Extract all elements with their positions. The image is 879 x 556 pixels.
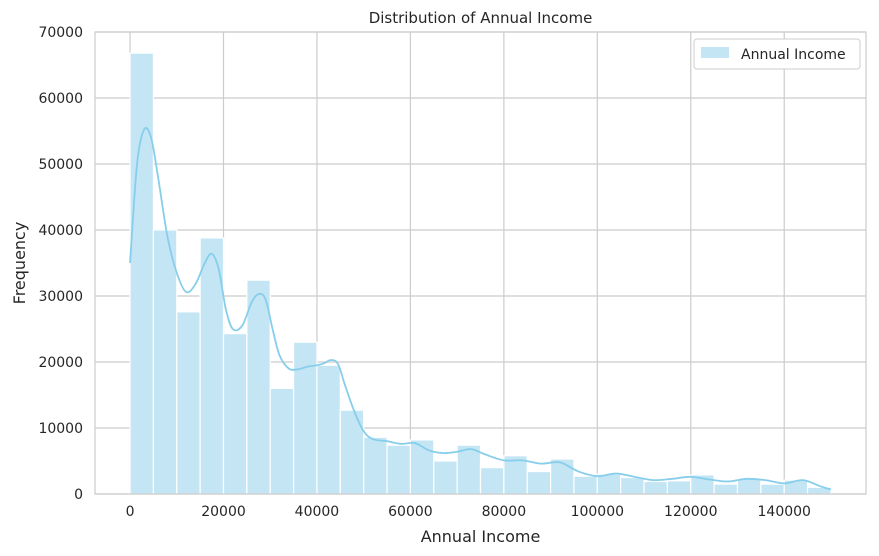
legend-swatch [701,47,729,58]
y-tick-label: 0 [74,487,83,503]
histogram-bar [760,483,785,495]
x-tick-label: 80000 [482,504,527,520]
plot-frame [94,31,867,495]
x-tick-label: 140000 [758,504,811,520]
y-tick-label: 10000 [38,421,83,437]
histogram-bar [573,475,598,495]
y-tick-label: 60000 [38,91,83,107]
histogram-bar [526,470,552,495]
histogram-bar [386,444,412,495]
legend-label: Annual Income [741,47,846,63]
x-tick-label: 40000 [295,504,340,520]
legend: Annual Income [693,38,861,70]
histogram-bar [129,52,155,495]
chart-title: Distribution of Annual Income [369,9,593,27]
histogram-bar [643,480,669,495]
histogram-bar [479,467,505,495]
x-tick-label: 120000 [664,504,717,520]
histogram-bar [433,460,458,495]
legend-box [693,38,861,70]
x-tick-label: 0 [126,504,135,520]
y-tick-label: 30000 [38,289,83,305]
y-tick-label: 20000 [38,355,83,371]
histogram-bar [409,439,435,495]
histogram-bar [269,387,295,495]
histogram-bar [666,480,692,495]
y-axis-label: Frequency [10,222,29,305]
y-tick-label: 70000 [38,25,83,41]
histogram-bar [152,229,178,495]
y-tick-label: 40000 [38,223,83,239]
kde-line [129,127,832,491]
x-tick-label: 20000 [201,504,246,520]
histogram-bar [549,458,575,495]
x-tick-label: 60000 [388,504,433,520]
histogram-bar [713,483,739,495]
histogram-bar [222,333,248,495]
x-tick-labels: 0 20000 40000 60000 80000 100000 120000 140000 [126,504,811,520]
histogram-bar [736,478,762,495]
histogram-bar [363,436,388,495]
histogram-bar [620,476,645,495]
histogram-bar [246,279,271,495]
y-tick-label: 50000 [38,157,83,173]
x-axis-label: Annual Income [421,527,541,546]
histogram-bar [456,444,482,495]
histogram-bar [596,473,622,495]
histogram-bar [316,364,341,495]
x-tick-label: 100000 [571,504,624,520]
histogram-bar [176,311,201,495]
histogram-bar [339,409,365,495]
y-tick-labels: 0 10000 20000 30000 40000 50000 60000 70000 [38,25,83,503]
histogram-bars [129,52,832,495]
